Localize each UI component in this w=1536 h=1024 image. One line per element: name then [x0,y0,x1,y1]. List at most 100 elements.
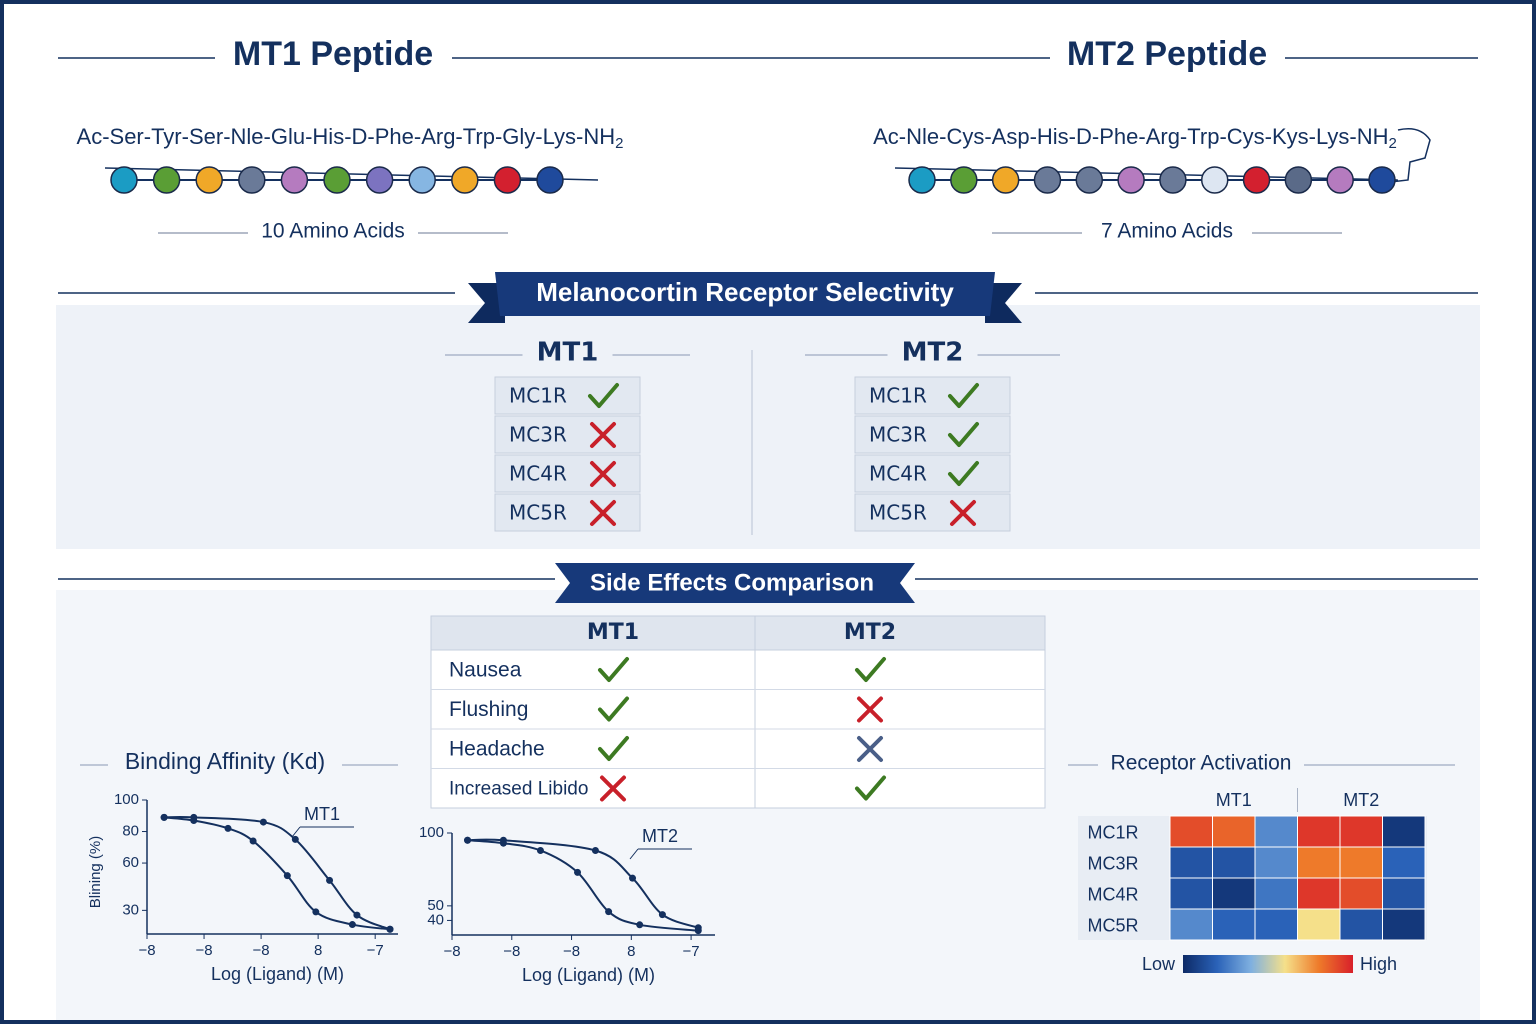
divider-lines [58,57,1478,580]
amino-acid-bead [1200,166,1229,194]
cross-icon [590,422,616,448]
y-tick-label: 50 [427,897,444,914]
peptide-sequence: Ac-Ser-Tyr-Ser-Nle-Glu-His-D-Phe-Arg-Trp… [77,124,624,152]
receptor-row [494,376,641,415]
receptor-name: MC1R [509,384,567,408]
cross-icon [857,736,883,762]
heatmap-cell [1254,815,1298,848]
peptide-title: MT1 Peptide [233,35,433,73]
colorbar-low: Low [1142,954,1176,974]
receptor-name: MC4R [509,462,567,486]
heatmap-cell [1212,877,1256,910]
group-title: MT2 [902,338,964,368]
x-tick-label: −7 [367,942,384,959]
receptor-name: MC5R [509,501,567,525]
y-tick-label: 100 [114,791,139,808]
column-header: MT2 [844,620,896,645]
y-tick-label: 40 [427,911,444,928]
peptide-title: MT2 Peptide [1067,35,1267,73]
row-label: MC3R [1087,853,1138,873]
y-axis-label: Blining (%) [87,836,104,909]
check-icon [598,696,629,722]
heatmap-cell [1212,846,1256,879]
data-point [464,836,472,844]
x-tick-label: −8 [503,943,520,960]
bead-chain [894,167,1399,181]
data-point [536,846,544,854]
amino-acid-bead [323,166,351,194]
data-point [160,813,168,821]
amino-acid-bead [1284,166,1313,194]
amino-acid-bead [1117,166,1145,194]
amino-acid-bead [152,166,181,194]
receptor-row [854,376,1011,415]
check-icon [948,461,979,486]
heatmap-cell [1297,877,1341,910]
curve-label: MT1 [304,804,340,824]
cross-icon [950,500,976,526]
colorbar-high: High [1360,954,1397,974]
amino-acid-bead [110,166,138,194]
x-tick-label: −8 [563,943,580,960]
x-tick-label: −8 [253,942,270,959]
check-icon [855,657,886,682]
heatmap-cell [1212,815,1256,848]
sequence-subscript: 2 [615,135,623,152]
x-axis-label: Log (Ligand) (M) [211,964,344,984]
check-icon [948,383,979,408]
data-point [353,911,361,919]
x-tick-label: 8 [627,943,635,960]
receptor-name: MC3R [509,423,567,447]
colorbar [1183,955,1353,973]
heatmap-cell [1339,908,1383,941]
row-label: MC1R [1087,822,1138,842]
effect-name: Flushing [449,698,528,721]
amino-acid-bead [1326,166,1354,194]
receptor-row [854,493,1011,532]
row-label: MC5R [1087,915,1138,935]
data-point [629,874,637,882]
banner-tail [985,283,1022,323]
amino-acid-bead [1368,166,1396,194]
selectivity-panel [56,305,1480,549]
y-tick-label: 80 [122,822,139,839]
group-label: MT2 [1343,790,1379,810]
peptide-sequence: Ac-Nle-Cys-Asp-His-D-Phe-Arg-Trp-Cys-Kys… [873,124,1397,152]
amino-acid-bead [195,166,223,194]
sequence-text: Ac-Nle-Cys-Asp-His-D-Phe-Arg-Trp-Cys-Kys… [873,124,1388,149]
amino-acid-bead [950,166,978,194]
heatmap-cell [1382,846,1426,879]
data-point [694,927,702,935]
heatmap-cell [1212,908,1256,941]
banner-title: Melanocortin Receptor Selectivity [536,277,954,307]
banner-tail [468,283,505,323]
x-tick-label: 8 [314,942,322,959]
heatmap-cell [1297,815,1341,848]
heatmap-cell [1169,877,1213,910]
heatmap-cell [1382,877,1426,910]
effect-name: Headache [449,738,545,761]
amino-acid-count: 7 Amino Acids [1101,220,1233,243]
y-tick-label: 60 [122,854,139,871]
y-tick-label: 100 [419,824,444,841]
data-point [591,846,599,854]
data-point [249,837,257,845]
data-point [190,816,198,824]
amino-acid-count: 10 Amino Acids [261,220,405,243]
data-point [291,835,299,843]
amino-acid-bead [1075,166,1104,194]
chain-link [1389,128,1431,183]
amino-acid-bead [1159,166,1187,194]
heatmap-cell [1169,815,1213,848]
receptor-row [854,415,1011,454]
section-title: Binding Affinity (Kd) [125,748,325,774]
data-point [348,921,356,929]
check-icon [855,775,886,801]
check-icon [598,657,629,682]
amino-acid-bead [493,166,522,194]
receptor-row [494,415,641,454]
cross-icon [590,500,616,526]
data-point [326,876,334,884]
banner [495,272,995,316]
